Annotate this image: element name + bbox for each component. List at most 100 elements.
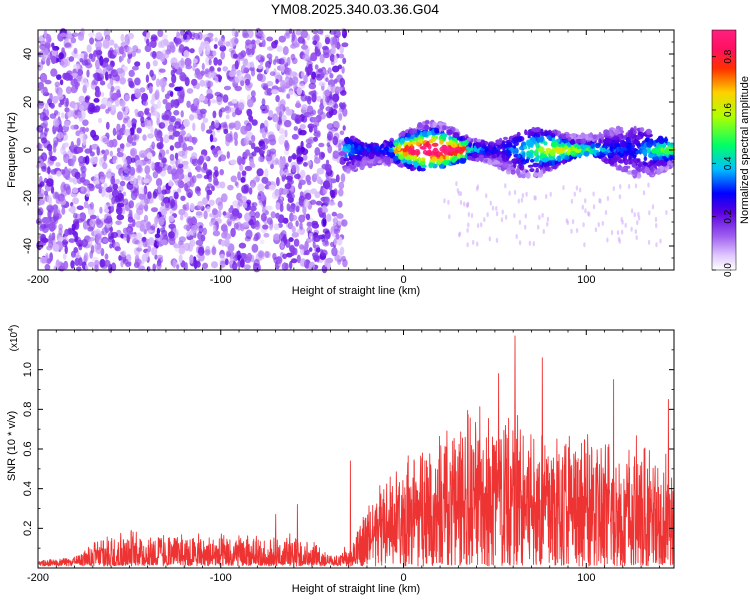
spectrogram-cell xyxy=(604,150,608,154)
spectrogram-cell xyxy=(133,261,140,268)
spectrogram-cell xyxy=(463,201,466,207)
spectrogram-cell xyxy=(94,260,100,266)
spectrogram-cell xyxy=(240,177,246,183)
spectrogram-cell xyxy=(567,136,572,142)
spectrogram-cell xyxy=(310,199,317,205)
spectrogram-cell xyxy=(214,119,220,129)
spectrogram-cell xyxy=(296,147,303,158)
spectrogram-cell xyxy=(150,36,158,41)
spectrogram-cell xyxy=(191,78,198,86)
spectrogram-cell xyxy=(177,60,185,69)
spectrogram-cell xyxy=(322,211,327,220)
spectrogram-cell xyxy=(184,262,188,271)
spectrogram-cell xyxy=(582,144,589,149)
spectrogram-cell xyxy=(145,251,150,258)
spectrogram-cell xyxy=(318,142,325,148)
spectrogram-cell xyxy=(238,102,245,111)
spectrogram-cell xyxy=(579,187,582,193)
spectrogram-cell xyxy=(126,46,133,55)
spectrogram-cell xyxy=(40,87,49,95)
spectrogram-cell xyxy=(495,211,499,217)
spectrogram-cell xyxy=(570,228,573,234)
spectrogram-cell xyxy=(217,67,222,72)
spectrogram-cell xyxy=(186,146,194,151)
spectrogram-cell xyxy=(180,195,186,201)
spectrogram-cell xyxy=(117,111,123,121)
spectrogram-cell xyxy=(101,97,109,107)
colorbar-gradient xyxy=(711,29,737,271)
spectrogram-cell xyxy=(200,70,205,76)
spectrogram-cell xyxy=(95,218,102,225)
spectrogram-cell xyxy=(71,168,79,178)
spectrogram-cell xyxy=(517,154,521,158)
spectrogram-cell xyxy=(73,63,81,70)
spectrogram-cell xyxy=(561,142,565,147)
spectrogram-cell xyxy=(224,258,229,266)
spectrogram-cell xyxy=(321,205,327,214)
spectrogram-cell xyxy=(250,163,256,169)
spectrogram-cell xyxy=(117,147,121,153)
spectrogram-cell xyxy=(135,232,143,240)
spectrogram-cell xyxy=(303,162,308,167)
spectrogram-cell xyxy=(280,63,285,73)
spectrogram-cell xyxy=(150,98,155,105)
spectrogram-cell xyxy=(191,157,198,167)
spectrogram-cell xyxy=(330,83,336,94)
spectrogram-cell xyxy=(306,221,313,227)
spectrogram-cell xyxy=(630,226,633,232)
spectrogram-cell xyxy=(491,205,495,211)
spectrogram-cell xyxy=(61,207,66,215)
spectrogram-cell xyxy=(294,173,301,179)
spectrogram-cell xyxy=(88,238,93,248)
spectrogram-cell xyxy=(380,143,385,148)
spectrogram-cell xyxy=(174,152,179,160)
spectrogram-cell xyxy=(248,44,253,50)
spectrogram-cell xyxy=(316,176,322,184)
spectrogram-cell xyxy=(263,119,269,129)
spectrogram-cell xyxy=(68,238,76,244)
spectrogram-cell xyxy=(537,224,540,230)
spectrogram-cell xyxy=(535,155,540,163)
spectrogram-cell xyxy=(131,65,139,71)
spectrogram-cell xyxy=(131,238,140,245)
spectrogram-cell xyxy=(70,159,75,167)
spectrogram-cell xyxy=(545,194,548,199)
spectrogram-cell xyxy=(197,31,203,41)
spectrogram-cell xyxy=(39,72,48,83)
spectrogram-cell xyxy=(158,68,166,73)
spectrogram-cell xyxy=(161,157,167,164)
spectrogram-cell xyxy=(143,185,148,195)
spectrogram-cell xyxy=(234,181,239,187)
spectrogram-cell xyxy=(217,75,222,83)
spectrogram-cell xyxy=(256,29,264,37)
spectrogram-cell xyxy=(183,118,190,128)
spectrogram-marks xyxy=(35,27,676,274)
spectrogram-cell xyxy=(314,46,319,54)
spectrogram-cell xyxy=(503,144,510,148)
spectrogram-cell xyxy=(223,238,230,248)
x-tick-label: -100 xyxy=(210,572,232,584)
spectrogram-cell xyxy=(155,78,161,88)
spectrogram-cell xyxy=(601,220,604,226)
spectrogram-cell xyxy=(338,188,344,197)
spectrogram-cell xyxy=(95,59,100,70)
spectrogram-cell xyxy=(442,160,450,165)
spectrogram-cell xyxy=(456,136,464,141)
spectrogram-cell xyxy=(104,149,110,156)
spectrogram-cell xyxy=(264,104,270,112)
spectrogram-cell xyxy=(116,89,121,98)
spectrogram-cell xyxy=(208,176,212,183)
spectrogram-cell xyxy=(123,128,131,136)
spectrogram-cell xyxy=(149,161,155,169)
spectrogram-cell xyxy=(150,126,154,134)
spectrogram-cell xyxy=(99,80,106,86)
spectrogram-cell xyxy=(113,43,118,49)
spectrogram-cell xyxy=(143,149,148,156)
spectrogram-cell xyxy=(40,137,48,144)
spectrogram-cell xyxy=(456,188,460,194)
spectrogram-cell xyxy=(627,131,634,139)
spectrogram-cell xyxy=(489,200,492,206)
spectrogram-cell xyxy=(123,175,132,181)
snr-ylabel: SNR (10 * v/v) xyxy=(6,411,18,481)
spectrogram-cell xyxy=(420,160,426,166)
